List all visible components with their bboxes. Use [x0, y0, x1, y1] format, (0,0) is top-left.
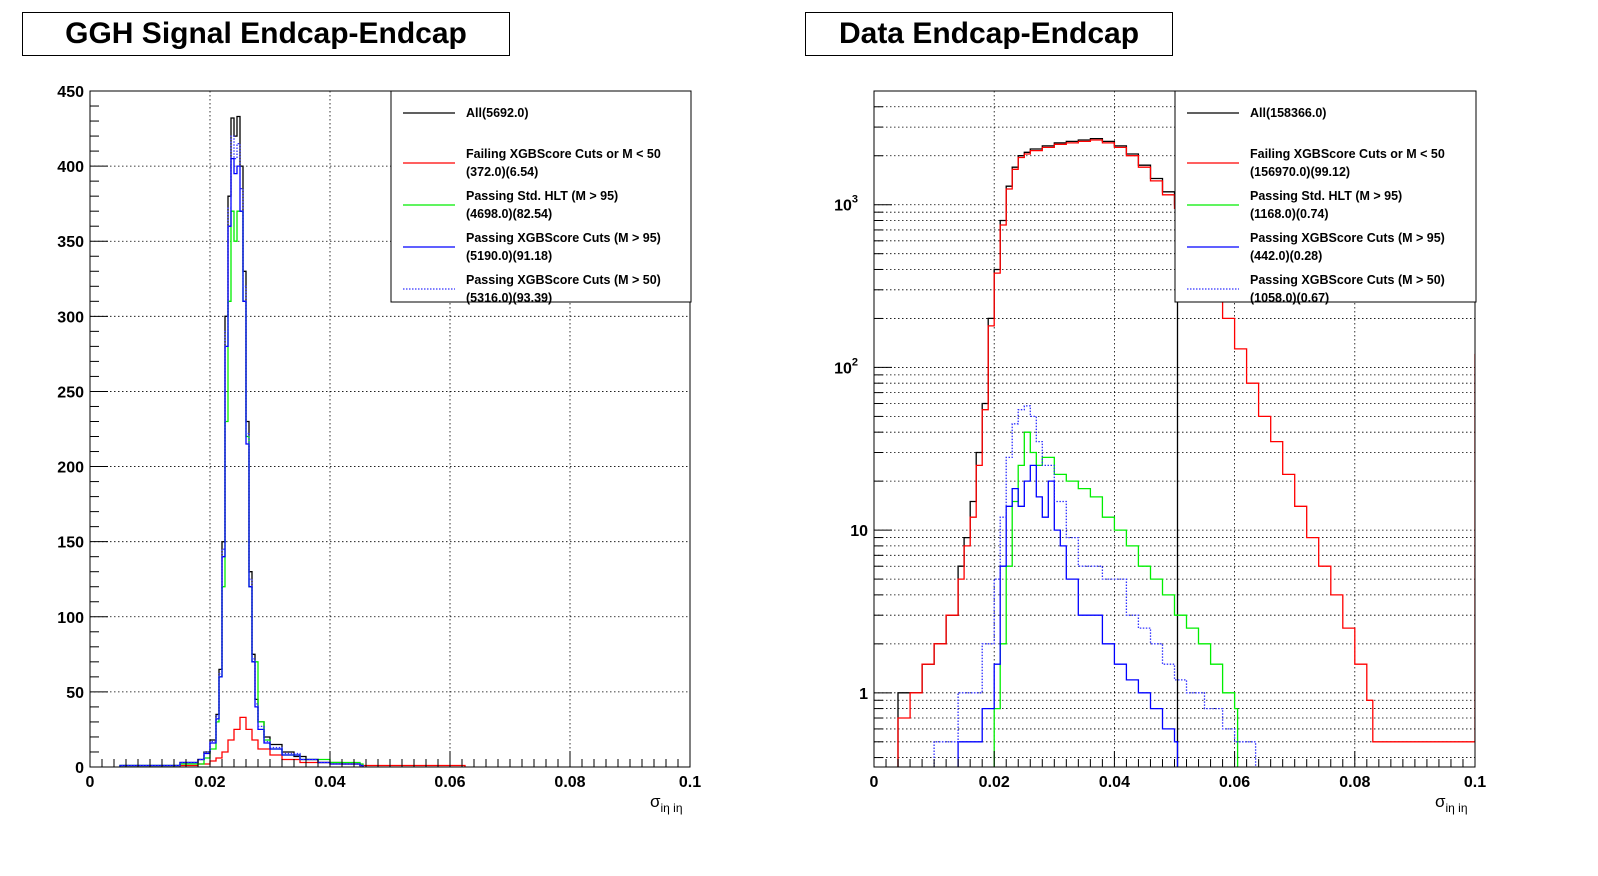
- chart-data: 0 0.02 0.04 0.06 0.08 0.1 1 10 102 103 σiη iη All(1…: [834, 90, 1486, 815]
- legend-label-values-pass95: (442.0)(0.28): [1250, 249, 1322, 263]
- legend-label-failing: Failing XGBScore Cuts or M < 50: [466, 147, 661, 161]
- legend-label-failing: Failing XGBScore Cuts or M < 50: [1250, 147, 1445, 161]
- x-tick-label: 0: [86, 774, 95, 791]
- series-pass50: [119, 135, 364, 767]
- series-pass95: [119, 157, 364, 767]
- legend: All(5692.0) Failing XGBScore Cuts or M < …: [390, 90, 692, 305]
- y-tick-label: 350: [57, 234, 84, 251]
- x-tick-label: 0.08: [554, 774, 585, 791]
- y-tick-label: 100: [57, 610, 84, 627]
- y-tick-label: 450: [57, 84, 84, 101]
- ticks: [873, 106, 1476, 767]
- y-tick-label: 200: [57, 460, 84, 477]
- x-tick-label: 0.04: [314, 774, 345, 791]
- legend-label-values-hlt: (1168.0)(0.74): [1250, 207, 1329, 221]
- y-tick-label: 50: [66, 685, 84, 702]
- series-all: [897, 137, 1179, 767]
- legend-box: [1174, 90, 1477, 303]
- y-tick-label: 0: [75, 760, 84, 777]
- y-tick-label: 102: [834, 356, 858, 377]
- chart-ggh-signal: 0 0.02 0.04 0.06 0.08 0.1 0 50 100 150 200 250 300 35…: [57, 84, 701, 815]
- legend-label-all: All(5692.0): [466, 106, 529, 120]
- series-all: [119, 115, 364, 767]
- legend-label-pass95: Passing XGBScore Cuts (M > 95): [466, 231, 661, 245]
- legend-label-values-hlt: (4698.0)(82.54): [466, 207, 552, 221]
- legend-box: [390, 90, 692, 303]
- x-tick-label: 0.04: [1099, 774, 1130, 791]
- series-pass95: [957, 464, 1179, 767]
- x-tick-label: 0.06: [1219, 774, 1250, 791]
- legend-label-pass95: Passing XGBScore Cuts (M > 95): [1250, 231, 1445, 245]
- chart-title-ggh: GGH Signal Endcap-Endcap: [22, 12, 510, 56]
- legend-label-values-pass50: (5316.0)(93.39): [466, 291, 552, 305]
- x-axis-label: σiη iη: [1435, 792, 1468, 815]
- legend-label-values-failing: (156970.0)(99.12): [1250, 165, 1350, 179]
- series-hlt: [993, 431, 1239, 767]
- series-hlt: [119, 210, 364, 767]
- y-tick-label: 300: [57, 309, 84, 326]
- series-failing: [897, 139, 1475, 767]
- legend: All(158366.0) Failing XGBScore Cuts or M …: [1174, 90, 1477, 305]
- x-tick-label: 0.02: [194, 774, 225, 791]
- y-tick-label: 250: [57, 384, 84, 401]
- panel-ggh-signal: GGH Signal Endcap-Endcap 0 0.02 0.04 0.06 0.…: [22, 12, 701, 815]
- x-tick-label: 0.02: [979, 774, 1010, 791]
- ticks: [89, 90, 691, 768]
- x-axis-label: σiη iη: [650, 792, 683, 815]
- series-pass50: [933, 405, 1257, 767]
- x-tick-label: 0.1: [679, 774, 701, 791]
- y-tick-label: 10: [850, 523, 868, 540]
- panel-data: Data Endcap-Endcap 0 0.02 0.04 0.06 0.08 0.1 1…: [799, 0, 1598, 876]
- x-tick-label: 0: [870, 774, 879, 791]
- x-tick-label: 0.08: [1339, 774, 1370, 791]
- legend-label-values-pass95: (5190.0)(91.18): [466, 249, 552, 263]
- y-tick-label: 1: [859, 686, 868, 703]
- legend-label-all: All(158366.0): [1250, 106, 1326, 120]
- x-tick-label: 0.06: [434, 774, 465, 791]
- y-tick-label: 150: [57, 535, 84, 552]
- y-tick-label: 103: [834, 194, 858, 215]
- series-group: [897, 137, 1475, 767]
- legend-label-hlt: Passing Std. HLT (M > 95): [466, 189, 618, 203]
- legend-label-hlt: Passing Std. HLT (M > 95): [1250, 189, 1402, 203]
- series-group: [119, 115, 466, 767]
- legend-label-values-pass50: (1058.0)(0.67): [1250, 291, 1329, 305]
- y-tick-label: 400: [57, 159, 84, 176]
- legend-label-values-failing: (372.0)(6.54): [466, 165, 538, 179]
- chart-title-data: Data Endcap-Endcap: [805, 12, 1173, 56]
- x-tick-label: 0.1: [1464, 774, 1486, 791]
- legend-label-pass50: Passing XGBScore Cuts (M > 50): [466, 273, 661, 287]
- legend-label-pass50: Passing XGBScore Cuts (M > 50): [1250, 273, 1445, 287]
